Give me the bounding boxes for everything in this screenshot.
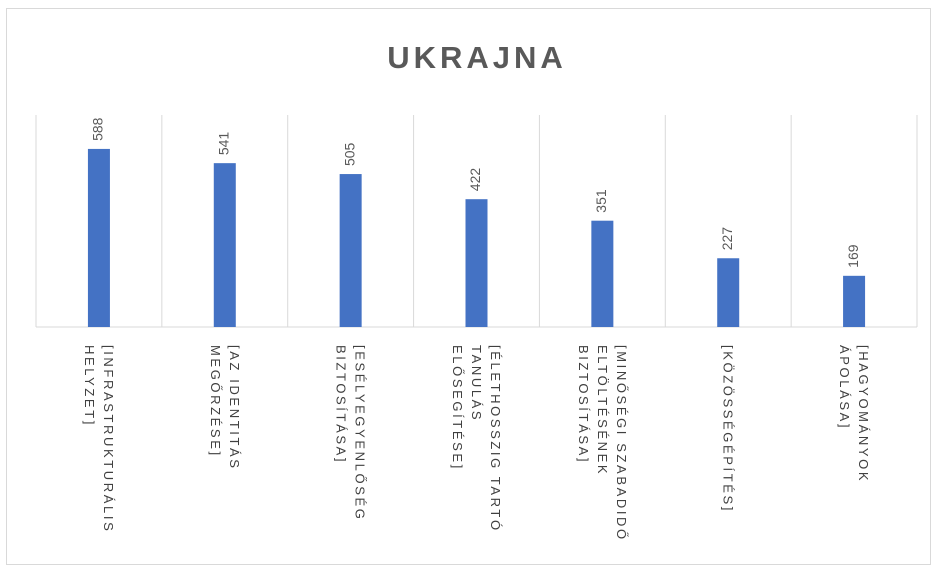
x-tick-label: [AZ IDENTITÁS MEGŐRZÉSE] bbox=[207, 345, 242, 471]
value-label: 541 bbox=[215, 132, 231, 156]
value-label: 169 bbox=[845, 244, 861, 268]
value-label: 227 bbox=[719, 227, 735, 251]
x-tick-label: [HAGYOMÁNYOK ÁPOLÁSA] bbox=[837, 345, 872, 484]
x-tick-label-box: [ÉLETHOSSZIG TARTÓ TANULÁS ELŐSEGÍTÉSE] bbox=[414, 345, 540, 555]
x-tick-label: [KÖZÖSSÉGÉPÍTÉS] bbox=[720, 345, 736, 514]
x-tick-label-box: [AZ IDENTITÁS MEGŐRZÉSE] bbox=[162, 345, 288, 555]
bar bbox=[843, 275, 866, 327]
x-tick-label-box: [ESÉLYEGYENLŐSÉG BIZTOSÍTÁSA] bbox=[288, 345, 414, 555]
value-label: 351 bbox=[593, 189, 609, 213]
value-label: 505 bbox=[341, 142, 357, 166]
x-tick-label: [INFRASTRUKTURÁLIS HELYZET] bbox=[81, 345, 116, 534]
value-label: 422 bbox=[467, 168, 483, 192]
bar bbox=[717, 258, 740, 327]
bar bbox=[87, 148, 110, 327]
x-tick-label-box: [KÖZÖSSÉGÉPÍTÉS] bbox=[665, 345, 791, 555]
bar bbox=[339, 174, 362, 327]
x-tick-label-box: [INFRASTRUKTURÁLIS HELYZET] bbox=[36, 345, 162, 555]
chart-title: UKRAJNA bbox=[387, 40, 567, 75]
bar bbox=[213, 163, 236, 327]
value-label: 588 bbox=[90, 117, 106, 141]
x-tick-label: [MINŐSÉGI SZABADIDŐ ELTÖLTÉSÉNEK BIZTOSÍ… bbox=[575, 345, 629, 542]
x-tick-label-box: [HAGYOMÁNYOK ÁPOLÁSA] bbox=[791, 345, 917, 555]
bar bbox=[591, 220, 614, 327]
x-tick-label: [ÉLETHOSSZIG TARTÓ TANULÁS ELŐSEGÍTÉSE] bbox=[449, 345, 503, 533]
x-tick-label: [ESÉLYEGYENLŐSÉG BIZTOSÍTÁSA] bbox=[333, 345, 368, 522]
x-tick-label-box: [MINŐSÉGI SZABADIDŐ ELTÖLTÉSÉNEK BIZTOSÍ… bbox=[539, 345, 665, 555]
bar bbox=[465, 199, 488, 327]
